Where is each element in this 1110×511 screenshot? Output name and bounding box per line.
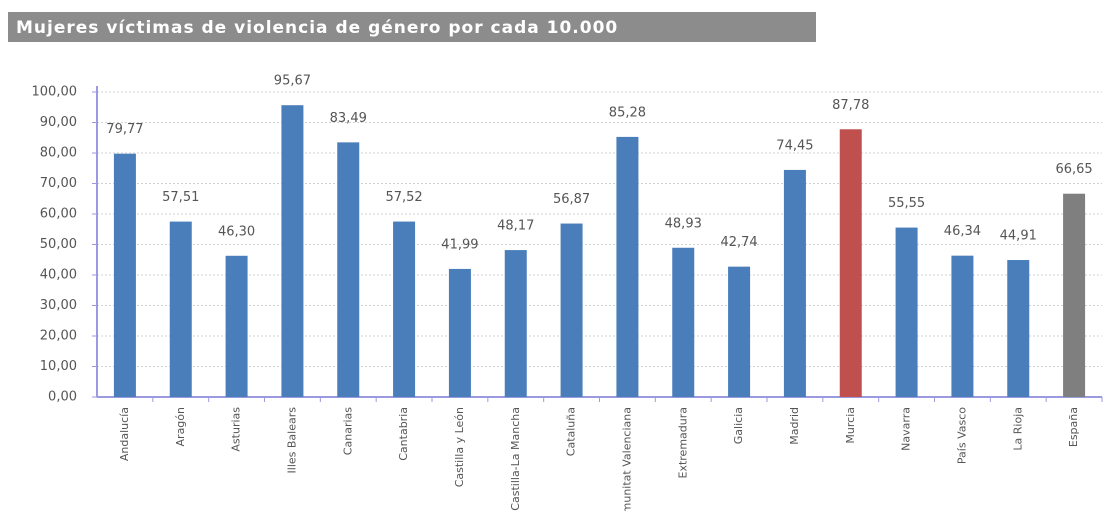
bar <box>895 227 918 397</box>
bar <box>281 105 304 398</box>
x-tick-label: Aragón <box>174 407 187 447</box>
x-tick-label: Navarra <box>900 407 913 451</box>
y-tick-label: 10,00 <box>40 359 77 374</box>
y-tick-label: 30,00 <box>40 298 77 313</box>
x-tick-label: España <box>1067 407 1080 447</box>
value-label: 44,91 <box>1000 229 1037 244</box>
bar <box>672 247 695 397</box>
value-label: 83,49 <box>330 111 367 126</box>
y-tick-label: 90,00 <box>40 115 77 130</box>
x-tick-label: Castilla-La Mancha <box>509 407 522 511</box>
value-label: 57,51 <box>162 190 199 205</box>
x-tick-label: Galicia <box>732 407 745 444</box>
value-label: 55,55 <box>888 196 925 211</box>
value-label: 85,28 <box>609 105 646 120</box>
value-label: 56,87 <box>553 192 590 207</box>
x-tick-label: Castilla y León <box>453 407 466 487</box>
x-tick-label: País Vasco <box>955 407 968 464</box>
x-tick-label: Murcia <box>844 407 857 444</box>
x-tick-label: Comunitat Valenciana <box>620 407 633 511</box>
y-tick-label: 100,00 <box>32 85 78 100</box>
bar <box>169 221 192 397</box>
y-tick-label: 0,00 <box>48 390 77 405</box>
chart-title: Mujeres víctimas de violencia de género … <box>16 18 618 38</box>
x-tick-label: Andalucía <box>118 407 131 461</box>
value-label: 57,52 <box>385 190 422 205</box>
value-label: 41,99 <box>441 237 478 252</box>
y-tick-label: 20,00 <box>40 329 77 344</box>
bar <box>393 221 416 397</box>
y-tick-label: 70,00 <box>40 176 77 191</box>
value-label: 48,93 <box>665 216 702 231</box>
value-label: 46,34 <box>944 224 981 239</box>
x-tick-label: Cataluña <box>565 407 578 456</box>
value-label: 95,67 <box>274 74 311 89</box>
bar <box>225 255 248 397</box>
bar <box>1007 260 1030 397</box>
bar <box>448 268 471 397</box>
value-label: 42,74 <box>720 235 757 250</box>
y-tick-label: 50,00 <box>40 237 77 252</box>
x-tick-label: La Rioja <box>1011 407 1024 451</box>
x-tick-label: Asturias <box>230 407 243 452</box>
y-tick-label: 40,00 <box>40 268 77 283</box>
value-label: 87,78 <box>832 98 869 113</box>
bar <box>728 266 751 397</box>
bar <box>337 142 360 397</box>
title-box <box>8 12 816 42</box>
value-label: 66,65 <box>1055 162 1092 177</box>
bar <box>616 136 639 397</box>
value-label: 74,45 <box>776 138 813 153</box>
bar <box>839 129 862 397</box>
bar <box>951 255 974 397</box>
value-label: 79,77 <box>106 122 143 137</box>
bar <box>783 169 806 397</box>
x-tick-label: Canarias <box>341 407 354 455</box>
x-tick-label: Cantabria <box>397 407 410 461</box>
y-tick-label: 60,00 <box>40 207 77 222</box>
value-label: 46,30 <box>218 224 255 239</box>
x-tick-label: Extremadura <box>676 407 689 479</box>
bar <box>113 153 136 397</box>
value-label: 48,17 <box>497 219 534 234</box>
x-tick-label: Illes Balears <box>285 407 298 474</box>
bar <box>1063 193 1086 397</box>
y-tick-label: 80,00 <box>40 146 77 161</box>
bar <box>504 250 527 397</box>
bar <box>560 223 583 397</box>
x-tick-label: Madrid <box>788 407 801 445</box>
